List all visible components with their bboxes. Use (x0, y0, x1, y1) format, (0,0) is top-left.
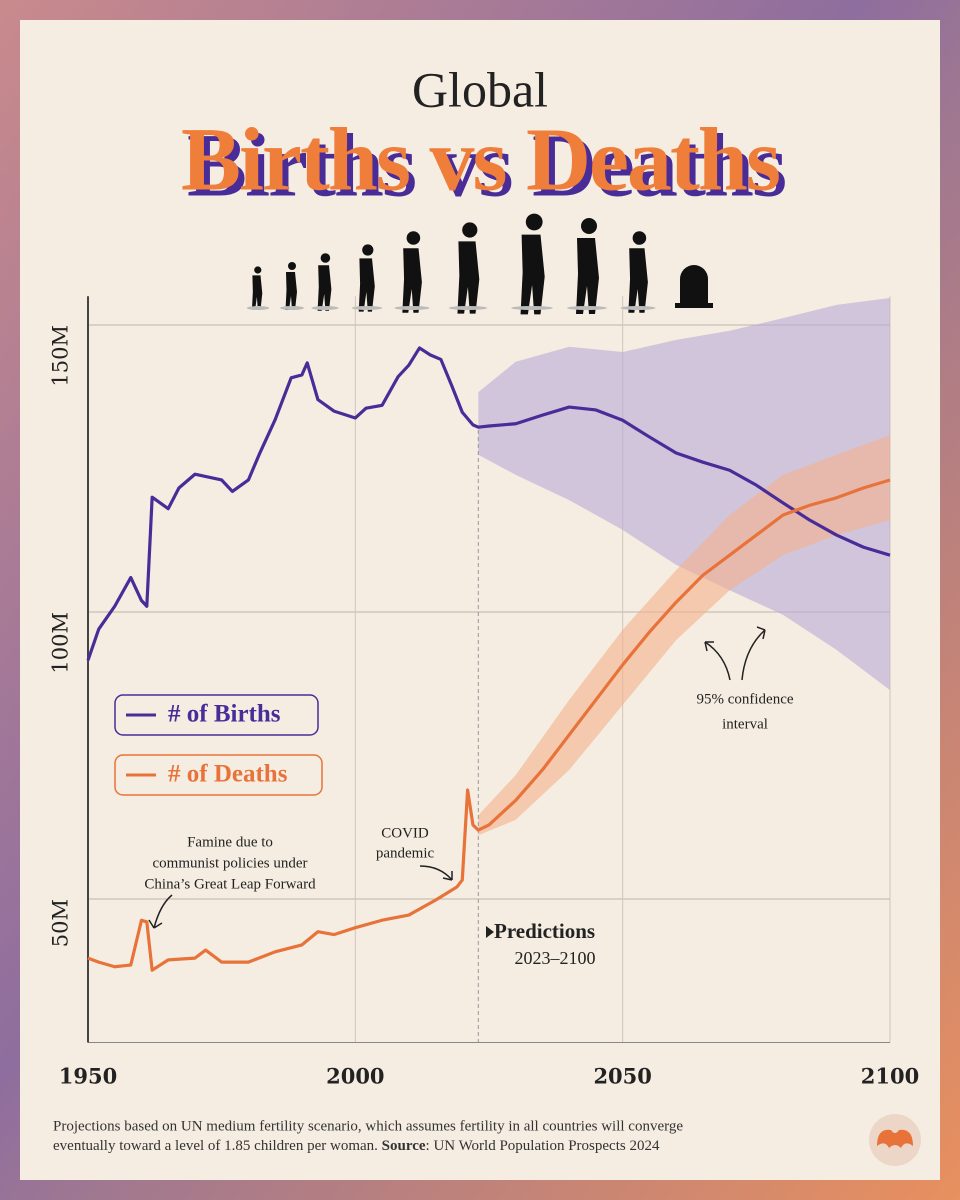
icon-shadow (311, 306, 339, 310)
icon-body (285, 272, 297, 310)
icon-head (320, 253, 331, 263)
icon-shadow (351, 306, 383, 310)
footer-part: : UN World Population Prospects 2024 (426, 1138, 660, 1154)
icon-body (628, 248, 648, 313)
icon-head (254, 266, 262, 274)
icon-shadow (448, 306, 488, 310)
footer-note: eventually toward a level of 1.85 childr… (53, 1138, 660, 1154)
confidence-band (478, 298, 890, 691)
icon-body (457, 241, 480, 314)
footer-part: Source (382, 1138, 426, 1154)
icon-grave-base (675, 303, 713, 308)
icon-body (251, 275, 263, 310)
annotation: interval (722, 716, 768, 732)
title-shadow: Births vs Deaths (187, 117, 785, 216)
arrow (148, 894, 173, 929)
annotations: Famine due to communist policies under Chi… (144, 691, 793, 968)
life-stage-icons (246, 213, 713, 315)
icon-head (406, 231, 421, 245)
y-tick-label: 100M (49, 612, 73, 674)
predictions-range: 2023–2100 (515, 948, 596, 968)
icon-grave (680, 265, 708, 305)
y-tick-label: 50M (49, 899, 73, 947)
icon-shadow (246, 306, 270, 310)
annotation: 95% confidence (696, 691, 793, 707)
annotation: communist policies under (153, 855, 308, 871)
x-tick-label: 2050 (593, 1064, 651, 1089)
icon-body (520, 234, 545, 315)
annotation: Famine due to (187, 834, 273, 850)
series-line (87, 478, 891, 972)
icon-shadow (511, 306, 553, 310)
y-tick-label: 150M (49, 325, 73, 387)
confidence-band (478, 435, 890, 836)
footer: Projections based on UN medium fertility… (53, 1118, 683, 1154)
legend-label: # of Births (168, 701, 281, 728)
legend-label: # of Deaths (168, 761, 288, 788)
legend-box (114, 694, 319, 736)
icon-body (402, 248, 422, 313)
arrow (419, 865, 453, 881)
annotation: pandemic (376, 845, 435, 861)
icon-body (576, 238, 599, 314)
arrow (704, 626, 766, 681)
footer-note: Projections based on UN medium fertility… (53, 1118, 683, 1134)
icon-body (317, 265, 332, 311)
series-line (86, 346, 891, 661)
icon-shadow (394, 306, 430, 310)
icon-head (288, 262, 296, 270)
title-top: Global (412, 61, 548, 117)
x-tick-label: 1950 (59, 1064, 117, 1089)
footer-part: eventually toward a level of 1.85 childr… (53, 1138, 382, 1154)
title: Births vs Deaths (181, 111, 779, 210)
icon-shadow (280, 306, 304, 310)
icon-shadow (567, 306, 607, 310)
icon-head (362, 244, 374, 256)
logo (869, 1114, 921, 1166)
x-tick-label: 2100 (861, 1064, 919, 1089)
legend-box (114, 754, 323, 796)
icon-head (525, 213, 543, 231)
predictions-marker (486, 926, 494, 938)
plot: 50M 100M 150M 1950 2000 2050 2100 (49, 296, 919, 1089)
icon-shadow (620, 306, 656, 310)
annotation: China’s Great Leap Forward (144, 876, 316, 892)
icon-head (632, 231, 647, 245)
legend: # of Births # of Deaths (126, 701, 288, 788)
icon-body (358, 258, 375, 312)
predictions-label: Predictions (494, 919, 595, 943)
icon-head (581, 218, 597, 234)
icon-head (462, 222, 478, 238)
annotation: COVID (381, 825, 429, 841)
x-tick-label: 2000 (326, 1064, 384, 1089)
